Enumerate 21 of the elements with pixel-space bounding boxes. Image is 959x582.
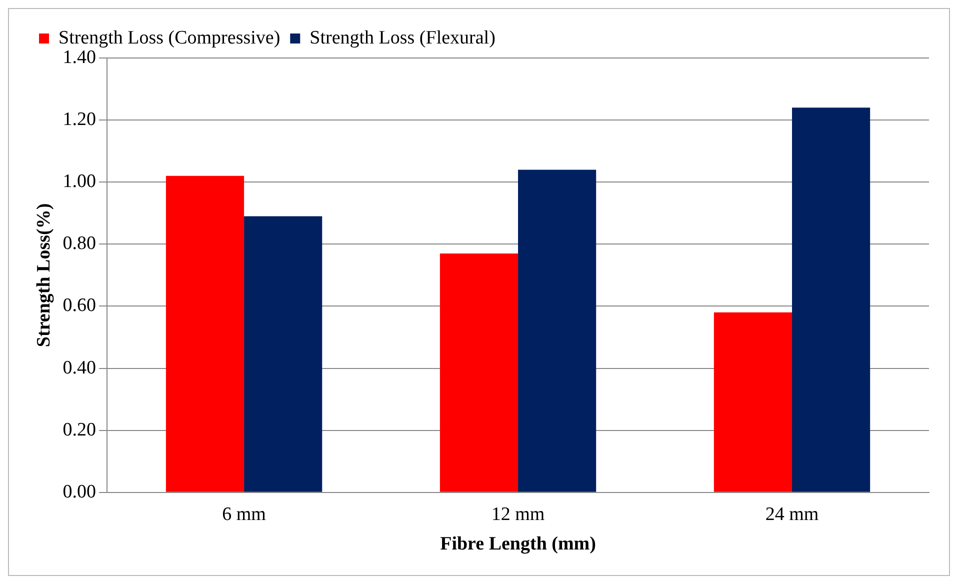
- x-axis-title: Fibre Length (mm): [440, 534, 596, 555]
- y-tick-label: 0.20: [62, 419, 96, 440]
- x-tick-label: 12 mm: [491, 504, 545, 525]
- x-tick-label: 6 mm: [222, 504, 266, 525]
- y-tick-label: 0.40: [62, 357, 96, 378]
- legend-label: Strength Loss (Flexural): [310, 27, 496, 48]
- bar: [518, 170, 596, 492]
- bar: [440, 253, 518, 492]
- y-tick-label: 0.00: [62, 481, 96, 502]
- y-tick-label: 1.40: [62, 46, 96, 68]
- y-tick-label: 0.80: [62, 233, 96, 254]
- x-tick-label: 24 mm: [765, 504, 819, 525]
- y-tick-label: 1.00: [62, 171, 96, 192]
- y-tick-label: 1.20: [62, 109, 96, 130]
- bar: [244, 216, 322, 492]
- y-tick-label: 0.60: [62, 295, 96, 316]
- y-axis-title: Strength Loss(%): [33, 203, 54, 348]
- bar: [792, 108, 870, 492]
- bar: [166, 176, 244, 492]
- bar: [714, 312, 792, 492]
- legend-label: Strength Loss (Compressive): [58, 27, 280, 48]
